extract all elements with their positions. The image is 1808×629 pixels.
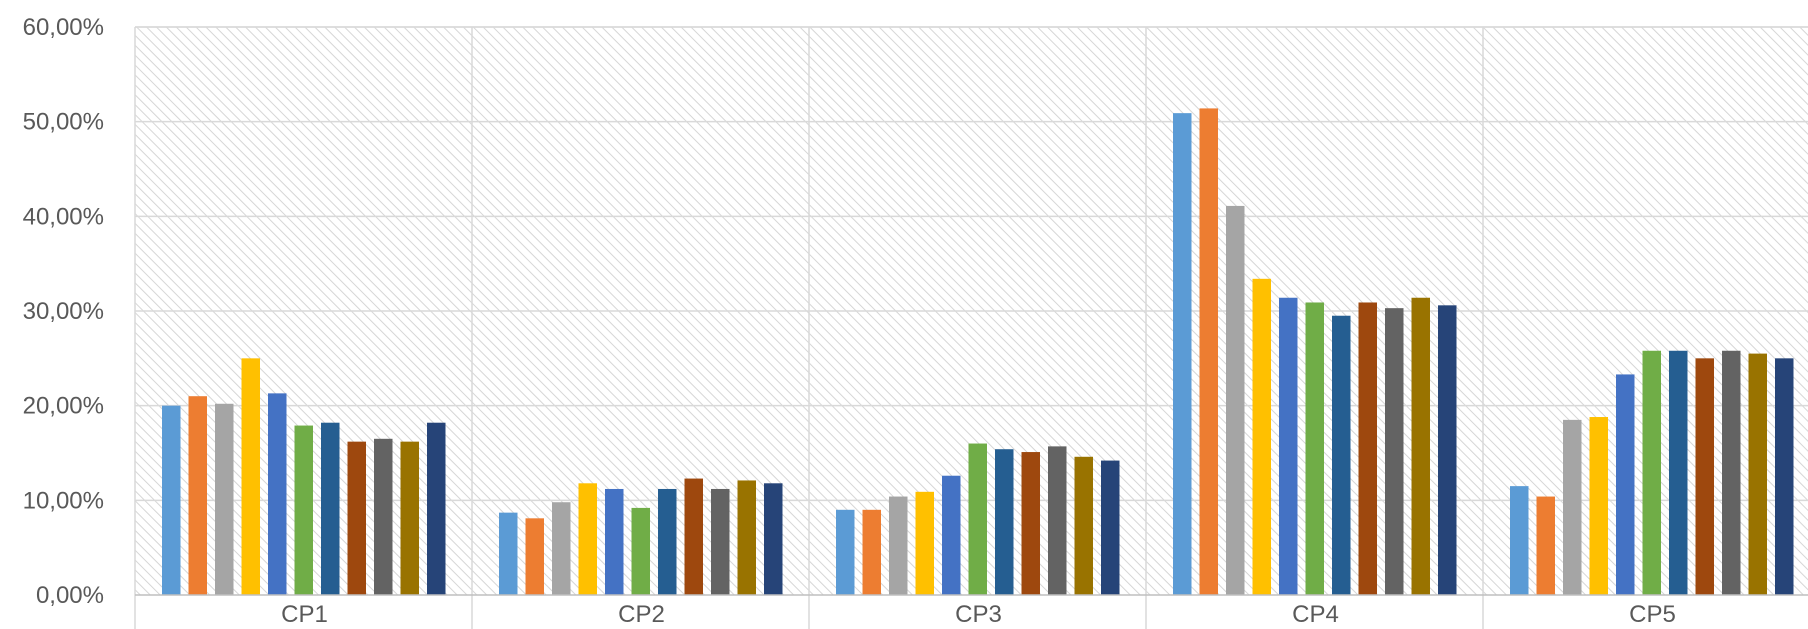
bar: [1358, 302, 1377, 595]
bar: [1226, 205, 1245, 596]
bar: [1101, 460, 1120, 595]
bar: [942, 475, 961, 595]
bar: [347, 441, 366, 595]
bar: [1385, 308, 1404, 595]
bar: [162, 405, 181, 595]
bar: [400, 441, 419, 595]
bar: [1305, 302, 1324, 595]
x-tick-label: CP5: [1629, 601, 1676, 628]
x-tick-label: CP2: [618, 601, 665, 628]
bar: [215, 403, 234, 595]
gridlines: [134, 26, 1808, 629]
bar: [1748, 353, 1767, 595]
bar: [1589, 417, 1608, 595]
x-tick-label: CP3: [955, 601, 1002, 628]
bar: [525, 518, 544, 595]
bar: [764, 483, 783, 595]
y-tick-label: 60,00%: [23, 14, 104, 41]
bar: [294, 425, 313, 595]
bar: [737, 480, 756, 595]
bar: [427, 422, 446, 595]
bar: [968, 443, 987, 595]
bar: [862, 509, 881, 595]
bar: [552, 502, 571, 595]
bar: [684, 478, 703, 595]
bar: [241, 358, 260, 595]
y-tick-label: 0,00%: [36, 582, 104, 609]
bar: [1074, 456, 1093, 595]
y-tick-label: 20,00%: [23, 393, 104, 420]
y-tick-label: 30,00%: [23, 298, 104, 325]
bar: [1616, 374, 1635, 595]
bar: [995, 449, 1014, 595]
bar: [1411, 297, 1430, 595]
bar: [1438, 305, 1457, 595]
bar: [631, 507, 650, 595]
bar: [1510, 486, 1529, 595]
bar: [658, 488, 677, 595]
bar: [1536, 496, 1555, 595]
bar: [268, 393, 287, 595]
y-tick-label: 10,00%: [23, 487, 104, 514]
x-tick-label: CP1: [281, 601, 328, 628]
bar: [605, 488, 624, 595]
bar: [1642, 350, 1661, 595]
bar: [915, 491, 934, 595]
bar: [1563, 419, 1582, 595]
bar: [1199, 108, 1218, 595]
bar: [1021, 452, 1040, 595]
bar: [1332, 315, 1351, 595]
bars: [162, 108, 1794, 596]
y-axis: 0,00% 10,00% 20,00% 30,00% 40,00% 50,00% 60,00…: [23, 14, 104, 609]
bar: [321, 422, 340, 595]
x-axis: CP1 CP2 CP3 CP4 CP5: [135, 594, 1808, 628]
bar: [1695, 358, 1714, 595]
bar: [1775, 358, 1794, 595]
bar: [1048, 446, 1067, 595]
bar: [578, 483, 597, 595]
bar: [1173, 113, 1192, 595]
bar: [1722, 350, 1741, 595]
bar: [1669, 350, 1688, 595]
x-tick-label: CP4: [1292, 601, 1339, 628]
bar: [1252, 278, 1271, 595]
bar: [1279, 297, 1298, 595]
bar: [499, 512, 518, 595]
bar: [711, 488, 730, 595]
y-tick-label: 40,00%: [23, 203, 104, 230]
bar: [889, 496, 908, 595]
bar: [188, 396, 207, 595]
bar: [836, 509, 855, 595]
bar: [374, 438, 393, 595]
y-tick-label: 50,00%: [23, 109, 104, 136]
